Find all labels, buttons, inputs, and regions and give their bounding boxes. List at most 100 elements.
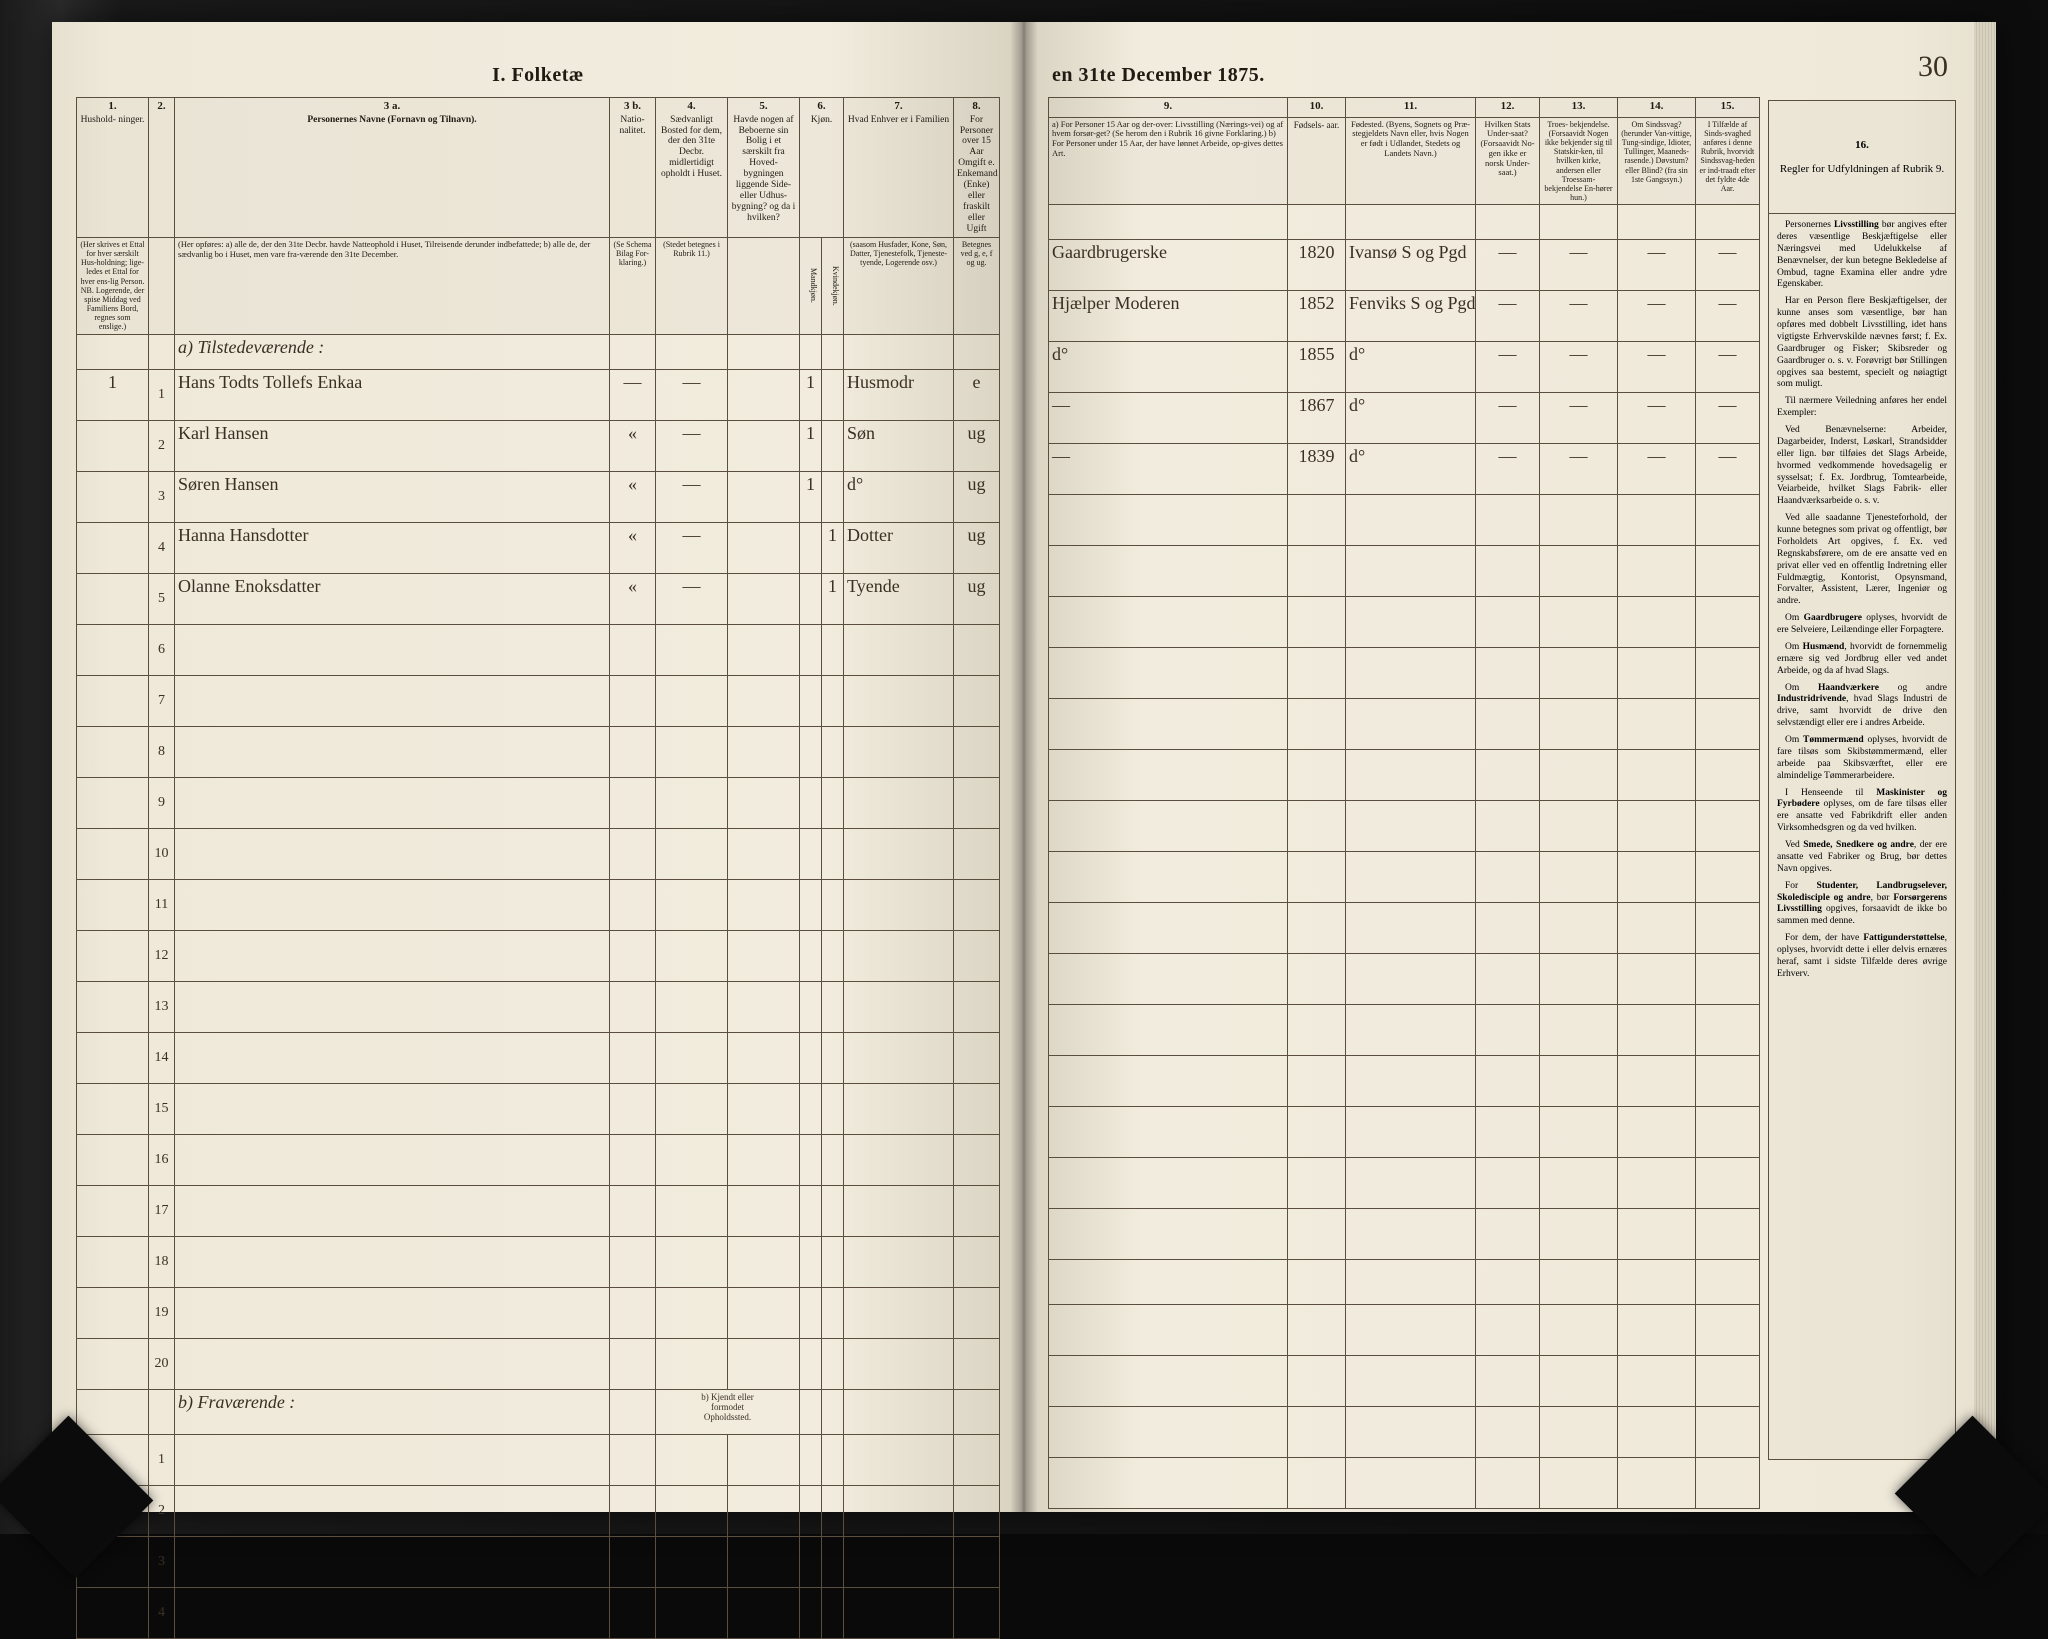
rules-paragraph: I Henseende til Maskinister og Fyrbødere… xyxy=(1777,788,1947,836)
section-b-label: b) Fraværende : xyxy=(175,1389,610,1434)
col-6: 6.Kjøn. xyxy=(800,98,844,238)
rules-paragraph: Til nærmere Veiledning anføres her endel… xyxy=(1777,396,1947,420)
page-title-right: en 31te December 1875. xyxy=(1048,64,1956,87)
rules-paragraph: Om Haandværkere og andre Industridrivend… xyxy=(1777,683,1947,731)
section-a-label: a) Tilstedeværende : xyxy=(175,334,610,369)
page-number: 30 xyxy=(1918,50,1948,84)
table-row: Gaardbrugerske1820Ivansø S og Pgd———— xyxy=(1049,240,1760,291)
col-6-k: Kvindekjøn. xyxy=(822,237,844,334)
col-3b-sub: (Se Schema Bilag For-klaring.) xyxy=(610,237,656,334)
col-10: 10. xyxy=(1288,98,1346,118)
ledger-table-left: 1.Hushold- ninger. 2. 3 a.Personernes Na… xyxy=(76,97,1000,1639)
col-7-sub: (saasom Husfader, Kone, Søn, Datter, Tje… xyxy=(844,237,954,334)
rules-paragraph: Ved Smede, Snedkere og andre, der ere an… xyxy=(1777,840,1947,876)
col-9: 9. xyxy=(1049,98,1288,118)
col-13: 13. xyxy=(1540,98,1618,118)
ledger-body-left: a) Tilstedeværende :11Hans Todts Tollefs… xyxy=(77,334,1000,1638)
table-row: 4 xyxy=(77,1587,1000,1638)
col-7: 7.Hvad Enhver er i Familien xyxy=(844,98,954,238)
table-row xyxy=(1049,597,1760,648)
page-title-left: I. Folketæ xyxy=(76,64,1000,87)
table-row: 4Hanna Hansdotter«—1Dotterug xyxy=(77,522,1000,573)
col-2: 2. xyxy=(149,98,175,238)
col-14: 14. xyxy=(1618,98,1696,118)
rules-column-head: 16. Regler for Udfyldningen af Rubrik 9. xyxy=(1769,101,1955,214)
table-row xyxy=(1049,1407,1760,1458)
table-row: 17 xyxy=(77,1185,1000,1236)
col-3b: 3 b.Natio- nalitet. xyxy=(610,98,656,238)
table-row: 2Karl Hansen«—1Sønug xyxy=(77,420,1000,471)
table-row xyxy=(1049,1305,1760,1356)
col-11-sub: Fødested. (Byens, Sognets og Præ-stegjel… xyxy=(1346,117,1476,205)
col-13-sub: Troes- bekjendelse. (Forsaavidt Nogen ik… xyxy=(1540,117,1618,205)
table-row: 3 xyxy=(77,1536,1000,1587)
table-row: 16 xyxy=(77,1134,1000,1185)
table-row: 19 xyxy=(77,1287,1000,1338)
col-4: 4.Sædvanligt Bosted for dem, der den 31t… xyxy=(656,98,728,238)
col-3a-sub: (Her opføres: a) alle de, der den 31te D… xyxy=(175,237,610,334)
table-row xyxy=(1049,699,1760,750)
table-row: 15 xyxy=(77,1083,1000,1134)
col-15-sub: I Tilfælde af Sinds-svaghed anføres i de… xyxy=(1696,117,1760,205)
col-9-sub: a) For Personer 15 Aar og der-over: Livs… xyxy=(1049,117,1288,205)
table-row xyxy=(1049,1158,1760,1209)
table-row: 13 xyxy=(77,981,1000,1032)
col-5: 5.Havde nogen af Beboerne sin Bolig i et… xyxy=(728,98,800,238)
table-row: 9 xyxy=(77,777,1000,828)
table-row: 3Søren Hansen«—1d°ug xyxy=(77,471,1000,522)
table-row xyxy=(1049,750,1760,801)
rules-paragraph: Om Tømmermænd oplyses, hvorvidt de fare … xyxy=(1777,735,1947,783)
rules-paragraph: For dem, der have Fattigunderstøttelse, … xyxy=(1777,933,1947,981)
rules-paragraph: Ved alle saadanne Tjenesteforhold, der k… xyxy=(1777,513,1947,608)
table-row: 2 xyxy=(77,1485,1000,1536)
col-12: 12. xyxy=(1476,98,1540,118)
col-6-m: Mandkjøn. xyxy=(800,237,822,334)
table-row: 11 xyxy=(77,879,1000,930)
table-row: 8 xyxy=(77,726,1000,777)
ledger-table-right: 9. 10. 11. 12. 13. 14. 15. a) For Person… xyxy=(1048,97,1760,1509)
rules-paragraph: Personernes Livsstilling bør angives eft… xyxy=(1777,220,1947,291)
rules-paragraph: For Studenter, Landbrugselever, Skoledis… xyxy=(1777,881,1947,929)
table-row xyxy=(1049,852,1760,903)
col-14-sub: Om Sindssvag? (herunder Van-vittige, Tun… xyxy=(1618,117,1696,205)
table-row xyxy=(1049,546,1760,597)
ledger-header-left: 1.Hushold- ninger. 2. 3 a.Personernes Na… xyxy=(77,98,1000,335)
table-row xyxy=(1049,954,1760,1005)
ledger-body-right: Gaardbrugerske1820Ivansø S og Pgd————Hjæ… xyxy=(1049,205,1760,1509)
table-row: —1839d°———— xyxy=(1049,444,1760,495)
rules-column-body: Personernes Livsstilling bør angives eft… xyxy=(1769,214,1955,992)
table-row xyxy=(1049,1005,1760,1056)
table-row xyxy=(1049,1107,1760,1158)
table-row xyxy=(1049,1458,1760,1509)
open-ledger-book: I. Folketæ 1.Hushold- ninger. xyxy=(52,22,1996,1512)
table-row: 11Hans Todts Tollefs Enkaa——1Husmodre xyxy=(77,369,1000,420)
table-row: 20 xyxy=(77,1338,1000,1389)
col-8: 8.For Personer over 15 Aar Omgift e. Enk… xyxy=(954,98,1000,238)
table-row xyxy=(1049,1056,1760,1107)
table-row: d°1855d°———— xyxy=(1049,342,1760,393)
col-3a: 3 a.Personernes Navne (Fornavn og Tilnav… xyxy=(175,98,610,238)
table-row xyxy=(1049,801,1760,852)
rules-column-16: 16. Regler for Udfyldningen af Rubrik 9.… xyxy=(1768,100,1956,1460)
rules-paragraph: Om Husmænd, hvorvidt de fornemmelig ernæ… xyxy=(1777,642,1947,678)
col-11: 11. xyxy=(1346,98,1476,118)
table-row: 14 xyxy=(77,1032,1000,1083)
table-row xyxy=(1049,1356,1760,1407)
section-b-note: b) Kjendt ellerformodetOpholdssted. xyxy=(656,1389,800,1434)
page-edge-stack xyxy=(1974,22,1996,1512)
col-15: 15. xyxy=(1696,98,1760,118)
col-4-sub: (Stedet betegnes i Rubrik 11.) xyxy=(656,237,728,334)
col-8-sub: Betegnes ved g, e, f og ug. xyxy=(954,237,1000,334)
table-row: 10 xyxy=(77,828,1000,879)
table-row: Hjælper Moderen1852Fenviks S og Pgd———— xyxy=(1049,291,1760,342)
col-12-sub: Hvilken Stats Under-saat? (Forsaavidt No… xyxy=(1476,117,1540,205)
table-row: 7 xyxy=(77,675,1000,726)
table-row xyxy=(1049,648,1760,699)
col-1-sub: (Her skrives et Ettal for hver særskilt … xyxy=(77,237,149,334)
right-page: 30 en 31te December 1875. 9. 10. 11 xyxy=(1024,22,1996,1512)
table-row: 1 xyxy=(77,1434,1000,1485)
ledger-header-right: 9. 10. 11. 12. 13. 14. 15. a) For Person… xyxy=(1049,98,1760,205)
col-1: 1.Hushold- ninger. xyxy=(77,98,149,238)
table-row: 5Olanne Enoksdatter«—1Tyendeug xyxy=(77,573,1000,624)
table-row: 12 xyxy=(77,930,1000,981)
